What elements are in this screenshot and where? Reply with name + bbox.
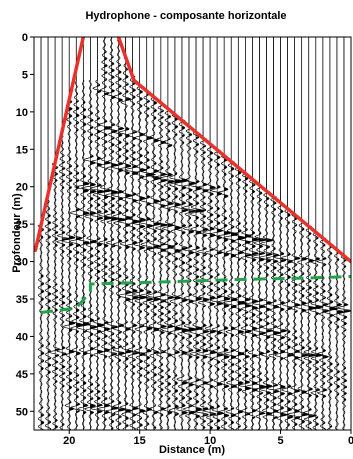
trace-wiggle-12 — [250, 37, 269, 430]
trace-wiggle-27 — [145, 37, 162, 430]
y-tick-label-2: 10 — [16, 107, 28, 119]
trace-fill-22 — [188, 126, 197, 421]
trace-fill-24 — [174, 117, 184, 417]
trace-fill-38 — [76, 93, 84, 413]
trace-wiggle-2 — [323, 37, 338, 430]
trace-wiggle-35 — [89, 37, 106, 430]
y-tick-label-3: 15 — [16, 144, 28, 156]
chart-title: Hydrophone - composante horizontale — [85, 10, 286, 22]
x-tick-label-2: 10 — [204, 435, 216, 447]
trace-wiggle-29 — [130, 37, 148, 430]
trace-wiggle-10 — [265, 37, 282, 430]
trace-fill-13 — [252, 184, 261, 419]
trace-wiggle-37 — [73, 37, 91, 430]
trace-fill-41 — [55, 167, 60, 429]
trace-wiggle-32 — [110, 37, 128, 430]
trace-wiggle-30 — [123, 37, 142, 430]
trace-wiggle-40 — [55, 37, 71, 430]
x-axis-label: Distance (m) — [159, 444, 225, 456]
green-interface — [40, 275, 351, 314]
trace-wiggle-6 — [295, 37, 311, 430]
red-envelope-left — [34, 37, 86, 253]
trace-fill-34 — [104, 51, 112, 421]
trace-wiggle-11 — [258, 37, 274, 430]
y-tick-label-4: 20 — [16, 182, 28, 194]
trace-wiggle-36 — [80, 37, 99, 430]
trace-fill-9 — [280, 203, 287, 424]
trace-wiggle-19 — [202, 37, 218, 430]
y-axis: 0 5 10 15 20 25 30 35 40 45 50 — [16, 32, 34, 418]
trace-fill-29 — [139, 85, 148, 427]
trace-wiggle-25 — [158, 37, 176, 430]
x-axis: 20 15 10 5 0 — [63, 430, 353, 447]
trace-fill-35 — [97, 84, 105, 419]
trace-fill-0 — [343, 259, 351, 401]
trace-fill-5 — [308, 226, 317, 430]
trace-fill-6 — [301, 221, 310, 430]
trace-fill-19 — [210, 145, 217, 430]
trace-fill-33 — [111, 56, 119, 430]
y-tick-label-9: 45 — [16, 369, 28, 381]
trace-fill-42 — [48, 208, 52, 430]
trace-wiggle-38 — [69, 37, 84, 430]
y-tick-label-0: 0 — [22, 32, 28, 44]
trace-fill-18 — [217, 150, 224, 430]
trace-fill-7 — [294, 217, 301, 426]
trace-wiggle-8 — [280, 37, 295, 430]
trace-wiggle-33 — [103, 37, 120, 430]
trace-fill-12 — [259, 186, 268, 416]
trace-fill-32 — [118, 64, 127, 426]
x-tick-label-1: 15 — [134, 435, 146, 447]
trace-fill-31 — [125, 68, 133, 427]
annotation-layer — [34, 37, 351, 314]
trace-wiggle-41 — [48, 37, 60, 430]
trace-wiggle-3 — [314, 37, 330, 430]
trace-wiggle-31 — [116, 37, 134, 430]
trace-fill-11 — [266, 191, 273, 416]
red-envelope-right — [116, 37, 351, 264]
y-tick-label-10: 50 — [16, 406, 28, 418]
trace-fill-37 — [83, 101, 90, 415]
y-tick-label-1: 5 — [22, 69, 28, 81]
y-tick-label-8: 40 — [16, 331, 28, 343]
trace-wiggle-18 — [209, 37, 225, 430]
trace-wiggle-34 — [96, 37, 113, 430]
y-tick-label-6: 30 — [16, 257, 28, 269]
trace-wiggle-7 — [286, 37, 301, 430]
x-tick-label-0: 20 — [63, 435, 75, 447]
y-tick-label-5: 25 — [16, 219, 28, 231]
trace-fill-26 — [160, 104, 168, 429]
x-tick-label-3: 5 — [277, 435, 283, 447]
plot-frame — [33, 36, 352, 431]
trace-fill-20 — [203, 138, 210, 429]
trace-fill-10 — [273, 196, 281, 419]
trace-wiggle-24 — [167, 37, 185, 430]
trace-wiggle-0 — [337, 37, 351, 430]
plot-background — [34, 37, 351, 430]
y-axis-label: Profondeur (m) — [11, 193, 23, 273]
trace-wiggle-39 — [61, 37, 76, 430]
trace-wiggle-14 — [236, 37, 253, 430]
trace-wiggle-42 — [44, 37, 52, 430]
y-tick-label-7: 35 — [16, 294, 28, 306]
trace-fill-25 — [167, 108, 175, 415]
trace-wiggle-5 — [302, 37, 318, 430]
x-tick-label-4: 0 — [348, 435, 353, 447]
trace-wiggle-9 — [273, 37, 288, 430]
